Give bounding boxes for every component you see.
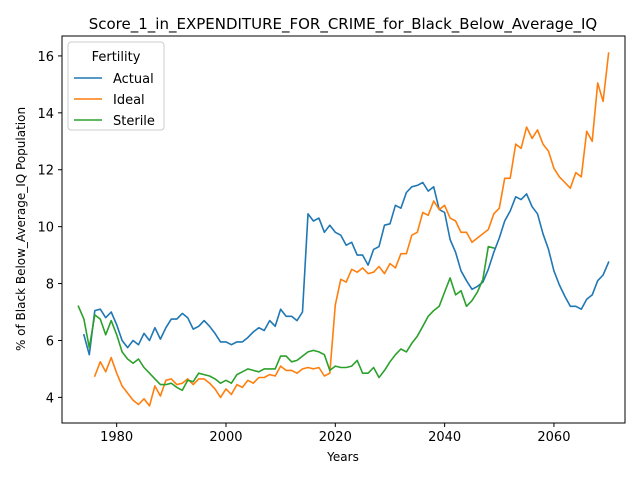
x-axis: 1980 2000 2020 2040 2060	[100, 423, 570, 445]
y-tick-label: 14	[37, 107, 54, 122]
chart-title: Score_1_in_EXPENDITURE_FOR_CRIME_for_Bla…	[89, 15, 598, 34]
y-tick-label: 6	[46, 334, 54, 349]
legend-label-ideal: Ideal	[113, 93, 145, 108]
legend-label-sterile: Sterile	[113, 114, 155, 129]
y-tick-label: 8	[46, 278, 54, 293]
x-tick-label: 1980	[100, 430, 133, 445]
y-axis: 4 6 8 10 12 14 16	[37, 50, 62, 406]
legend: Fertility Actual Ideal Sterile	[67, 41, 165, 131]
y-axis-label: % of Black Below_Average_IQ Population	[14, 107, 28, 351]
series-line-actual	[82, 181, 610, 356]
y-tick-label: 16	[37, 50, 54, 65]
x-tick-label: 2040	[428, 430, 461, 445]
x-tick-label: 2060	[537, 430, 570, 445]
series-line-ideal	[93, 52, 610, 407]
x-tick-label: 2020	[319, 430, 352, 445]
y-tick-label: 10	[37, 221, 54, 236]
series-line-sterile	[77, 245, 495, 392]
legend-label-actual: Actual	[113, 72, 154, 87]
y-tick-label: 4	[46, 391, 54, 406]
legend-frame	[67, 41, 165, 131]
x-tick-label: 2000	[209, 430, 242, 445]
legend-title: Fertility	[92, 50, 141, 65]
series-layer	[77, 52, 610, 407]
plot-frame	[61, 35, 626, 424]
y-tick-label: 12	[37, 164, 54, 179]
x-axis-label: Years	[326, 450, 359, 464]
